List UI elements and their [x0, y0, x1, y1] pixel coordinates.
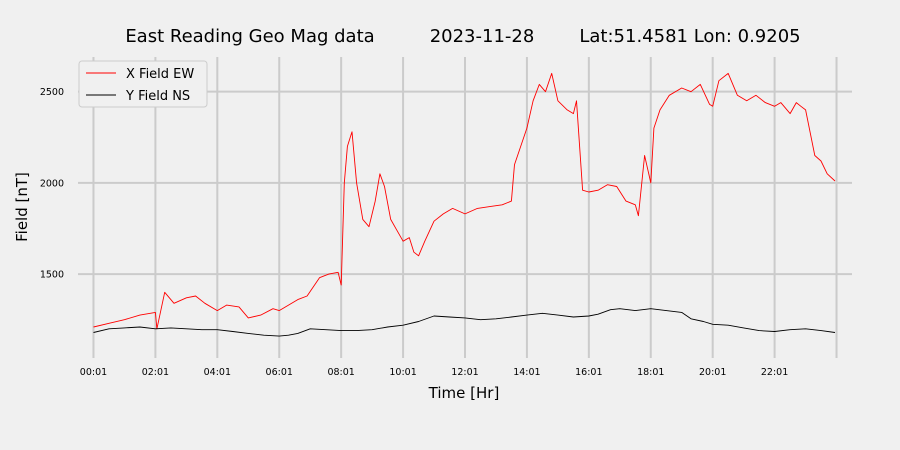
x-tick-label: 06:01: [266, 367, 293, 378]
legend-label-x-field: X Field EW: [126, 67, 194, 82]
legend-label-y-field: Y Field NS: [125, 89, 190, 104]
chart-title-date: 2023-11-28: [430, 26, 535, 47]
x-tick-label: 08:01: [327, 367, 354, 378]
series-line-y-field-ns: [93, 308, 836, 337]
x-tick-labels: 00:01 02:01 04:01 06:01 08:01 10:01 12:01 14:01…: [80, 367, 789, 378]
y-tick-label: 2000: [40, 178, 64, 189]
legend: X Field EW Y Field NS: [78, 60, 208, 108]
x-tick-label: 04:01: [204, 367, 231, 378]
x-tick-label: 10:01: [389, 367, 416, 378]
y-tick-label: 2500: [40, 87, 64, 98]
chart-title-name: East Reading Geo Mag data: [125, 26, 374, 47]
x-tick-label: 20:01: [699, 367, 726, 378]
y-tick-labels: 1500 2000 2500: [40, 87, 64, 280]
grid: [78, 57, 852, 358]
x-tick-label: 12:01: [451, 367, 478, 378]
series-layer: [93, 72, 836, 337]
y-axis-label: Field [nT]: [13, 172, 31, 242]
x-tick-label: 16:01: [575, 367, 602, 378]
chart-title-location: Lat:51.4581 Lon: 0.9205: [579, 26, 800, 47]
x-tick-label: 18:01: [637, 367, 664, 378]
y-tick-label: 1500: [40, 270, 64, 281]
series-line-x-field-ew: [93, 72, 836, 330]
x-axis-label: Time [Hr]: [428, 384, 500, 402]
x-tick-label: 02:01: [142, 367, 169, 378]
x-tick-label: 00:01: [80, 367, 107, 378]
x-tick-label: 14:01: [513, 367, 540, 378]
x-tick-label: 22:01: [761, 367, 788, 378]
